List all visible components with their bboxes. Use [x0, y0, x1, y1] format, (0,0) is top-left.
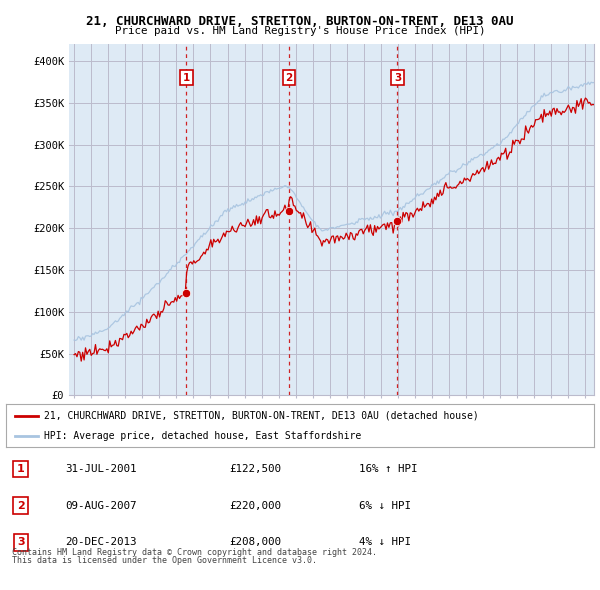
Text: 20-DEC-2013: 20-DEC-2013	[65, 537, 136, 547]
Text: 31-JUL-2001: 31-JUL-2001	[65, 464, 136, 474]
Text: 3: 3	[394, 73, 401, 83]
Text: 1: 1	[182, 73, 190, 83]
Text: 1: 1	[17, 464, 25, 474]
Text: 2: 2	[286, 73, 293, 83]
Text: 21, CHURCHWARD DRIVE, STRETTON, BURTON-ON-TRENT, DE13 0AU (detached house): 21, CHURCHWARD DRIVE, STRETTON, BURTON-O…	[44, 411, 479, 421]
Text: 6% ↓ HPI: 6% ↓ HPI	[359, 501, 411, 510]
Text: 16% ↑ HPI: 16% ↑ HPI	[359, 464, 418, 474]
Text: 3: 3	[17, 537, 25, 547]
Text: 09-AUG-2007: 09-AUG-2007	[65, 501, 136, 510]
Text: HPI: Average price, detached house, East Staffordshire: HPI: Average price, detached house, East…	[44, 431, 361, 441]
Text: £220,000: £220,000	[229, 501, 281, 510]
Text: £208,000: £208,000	[229, 537, 281, 547]
Text: 2: 2	[17, 501, 25, 510]
Text: Price paid vs. HM Land Registry's House Price Index (HPI): Price paid vs. HM Land Registry's House …	[115, 26, 485, 36]
Text: Contains HM Land Registry data © Crown copyright and database right 2024.: Contains HM Land Registry data © Crown c…	[12, 548, 377, 556]
Text: This data is licensed under the Open Government Licence v3.0.: This data is licensed under the Open Gov…	[12, 556, 317, 565]
Text: 21, CHURCHWARD DRIVE, STRETTON, BURTON-ON-TRENT, DE13 0AU: 21, CHURCHWARD DRIVE, STRETTON, BURTON-O…	[86, 15, 514, 28]
Text: 4% ↓ HPI: 4% ↓ HPI	[359, 537, 411, 547]
Text: £122,500: £122,500	[229, 464, 281, 474]
